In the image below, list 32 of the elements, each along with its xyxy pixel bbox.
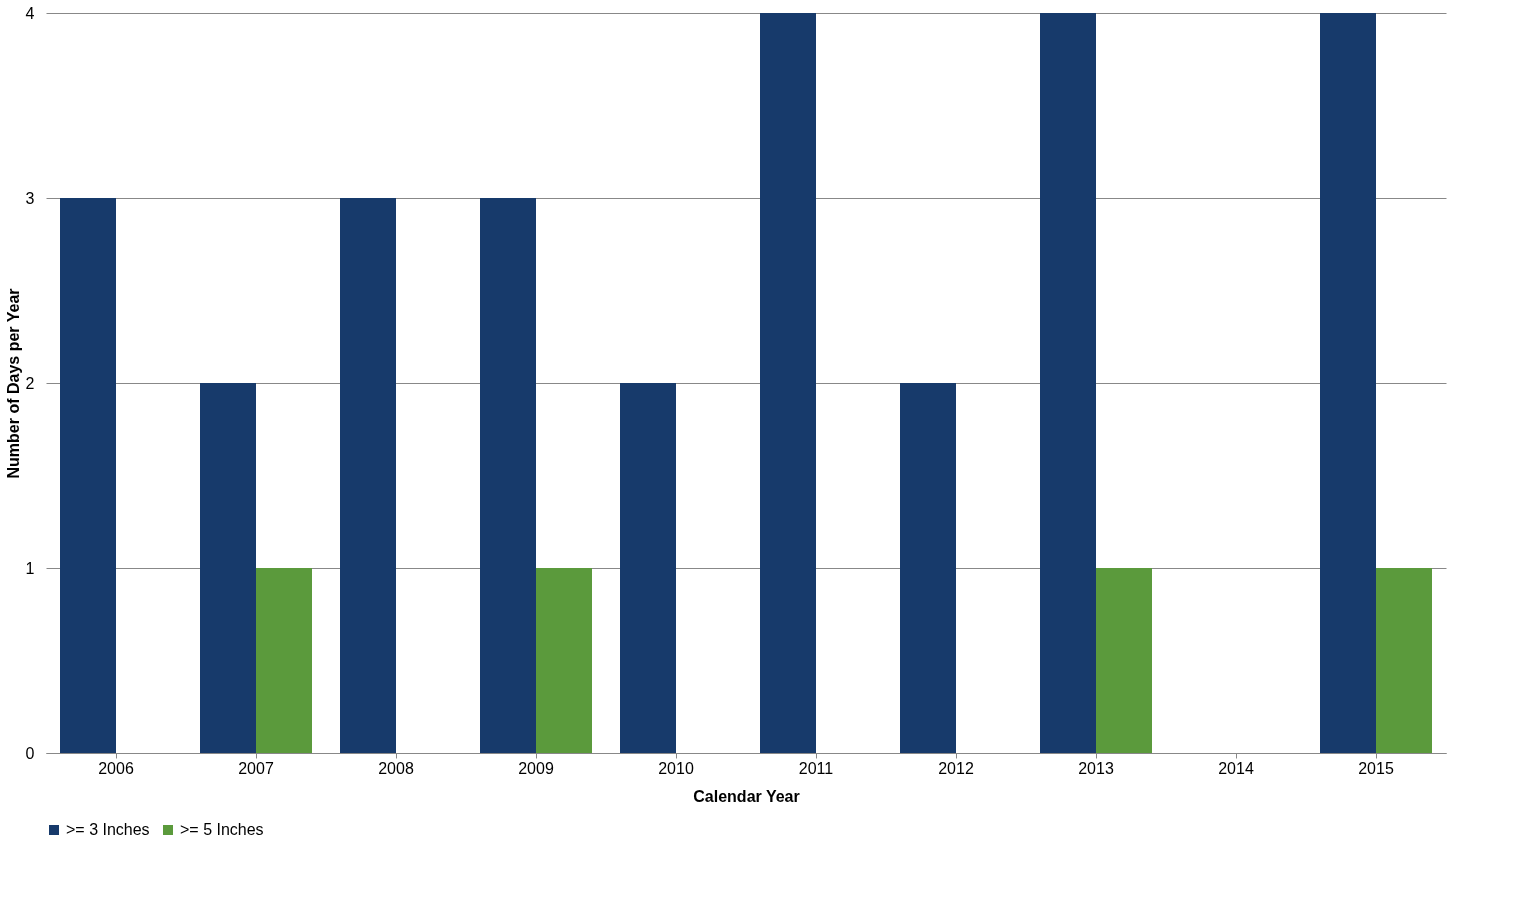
bar: [1096, 568, 1152, 753]
y-tick-label: 1: [25, 559, 35, 577]
bar: [536, 568, 592, 753]
bar: [200, 383, 256, 753]
bar: [620, 383, 676, 753]
bar: [1376, 568, 1432, 753]
bar: [256, 568, 312, 753]
x-tick-label: 2012: [938, 759, 974, 777]
y-tick-label: 0: [25, 744, 35, 762]
bar: [760, 13, 816, 753]
y-axis-title: Number of Days per Year: [4, 288, 22, 479]
legend-label: >= 3 Inches: [66, 821, 150, 838]
bar: [1320, 13, 1376, 753]
x-tick-label: 2007: [238, 759, 274, 777]
legend-label: >= 5 Inches: [180, 821, 264, 838]
bar: [480, 198, 536, 753]
bar: [900, 383, 956, 753]
x-axis-title: Calendar Year: [693, 787, 800, 805]
x-tick-label: 2006: [98, 759, 134, 777]
x-tick-label: 2015: [1358, 759, 1394, 777]
x-tick-label: 2008: [378, 759, 414, 777]
x-tick-label: 2010: [658, 759, 694, 777]
y-tick-label: 4: [25, 4, 35, 22]
bar: [60, 198, 116, 753]
x-tick-label: 2011: [798, 759, 834, 777]
y-tick-label: 2: [25, 374, 35, 392]
bar: [340, 198, 396, 753]
x-tick-label: 2014: [1218, 759, 1254, 777]
bar: [1040, 13, 1096, 753]
x-tick-label: 2013: [1078, 759, 1114, 777]
x-tick-label: 2009: [518, 759, 554, 777]
y-tick-label: 3: [25, 189, 35, 207]
